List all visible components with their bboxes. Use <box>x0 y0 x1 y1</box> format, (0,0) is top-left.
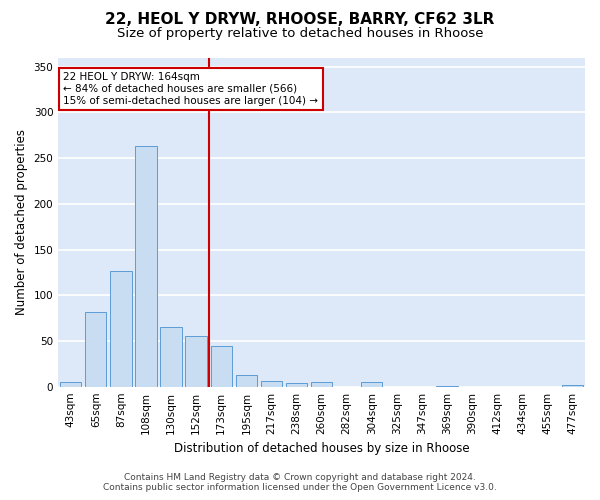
Bar <box>160 327 182 386</box>
Text: 22, HEOL Y DRYW, RHOOSE, BARRY, CF62 3LR: 22, HEOL Y DRYW, RHOOSE, BARRY, CF62 3LR <box>106 12 494 28</box>
Bar <box>136 146 157 386</box>
Bar <box>185 336 207 386</box>
X-axis label: Distribution of detached houses by size in Rhoose: Distribution of detached houses by size … <box>174 442 469 455</box>
Bar <box>286 383 307 386</box>
Y-axis label: Number of detached properties: Number of detached properties <box>15 129 28 315</box>
Text: Size of property relative to detached houses in Rhoose: Size of property relative to detached ho… <box>117 28 483 40</box>
Text: 22 HEOL Y DRYW: 164sqm
← 84% of detached houses are smaller (566)
15% of semi-de: 22 HEOL Y DRYW: 164sqm ← 84% of detached… <box>64 72 319 106</box>
Bar <box>311 382 332 386</box>
Bar <box>562 385 583 386</box>
Bar <box>85 312 106 386</box>
Bar <box>236 375 257 386</box>
Bar <box>60 382 82 386</box>
Text: Contains HM Land Registry data © Crown copyright and database right 2024.
Contai: Contains HM Land Registry data © Crown c… <box>103 473 497 492</box>
Bar <box>261 381 282 386</box>
Bar <box>110 270 131 386</box>
Bar <box>361 382 382 386</box>
Bar <box>211 346 232 387</box>
